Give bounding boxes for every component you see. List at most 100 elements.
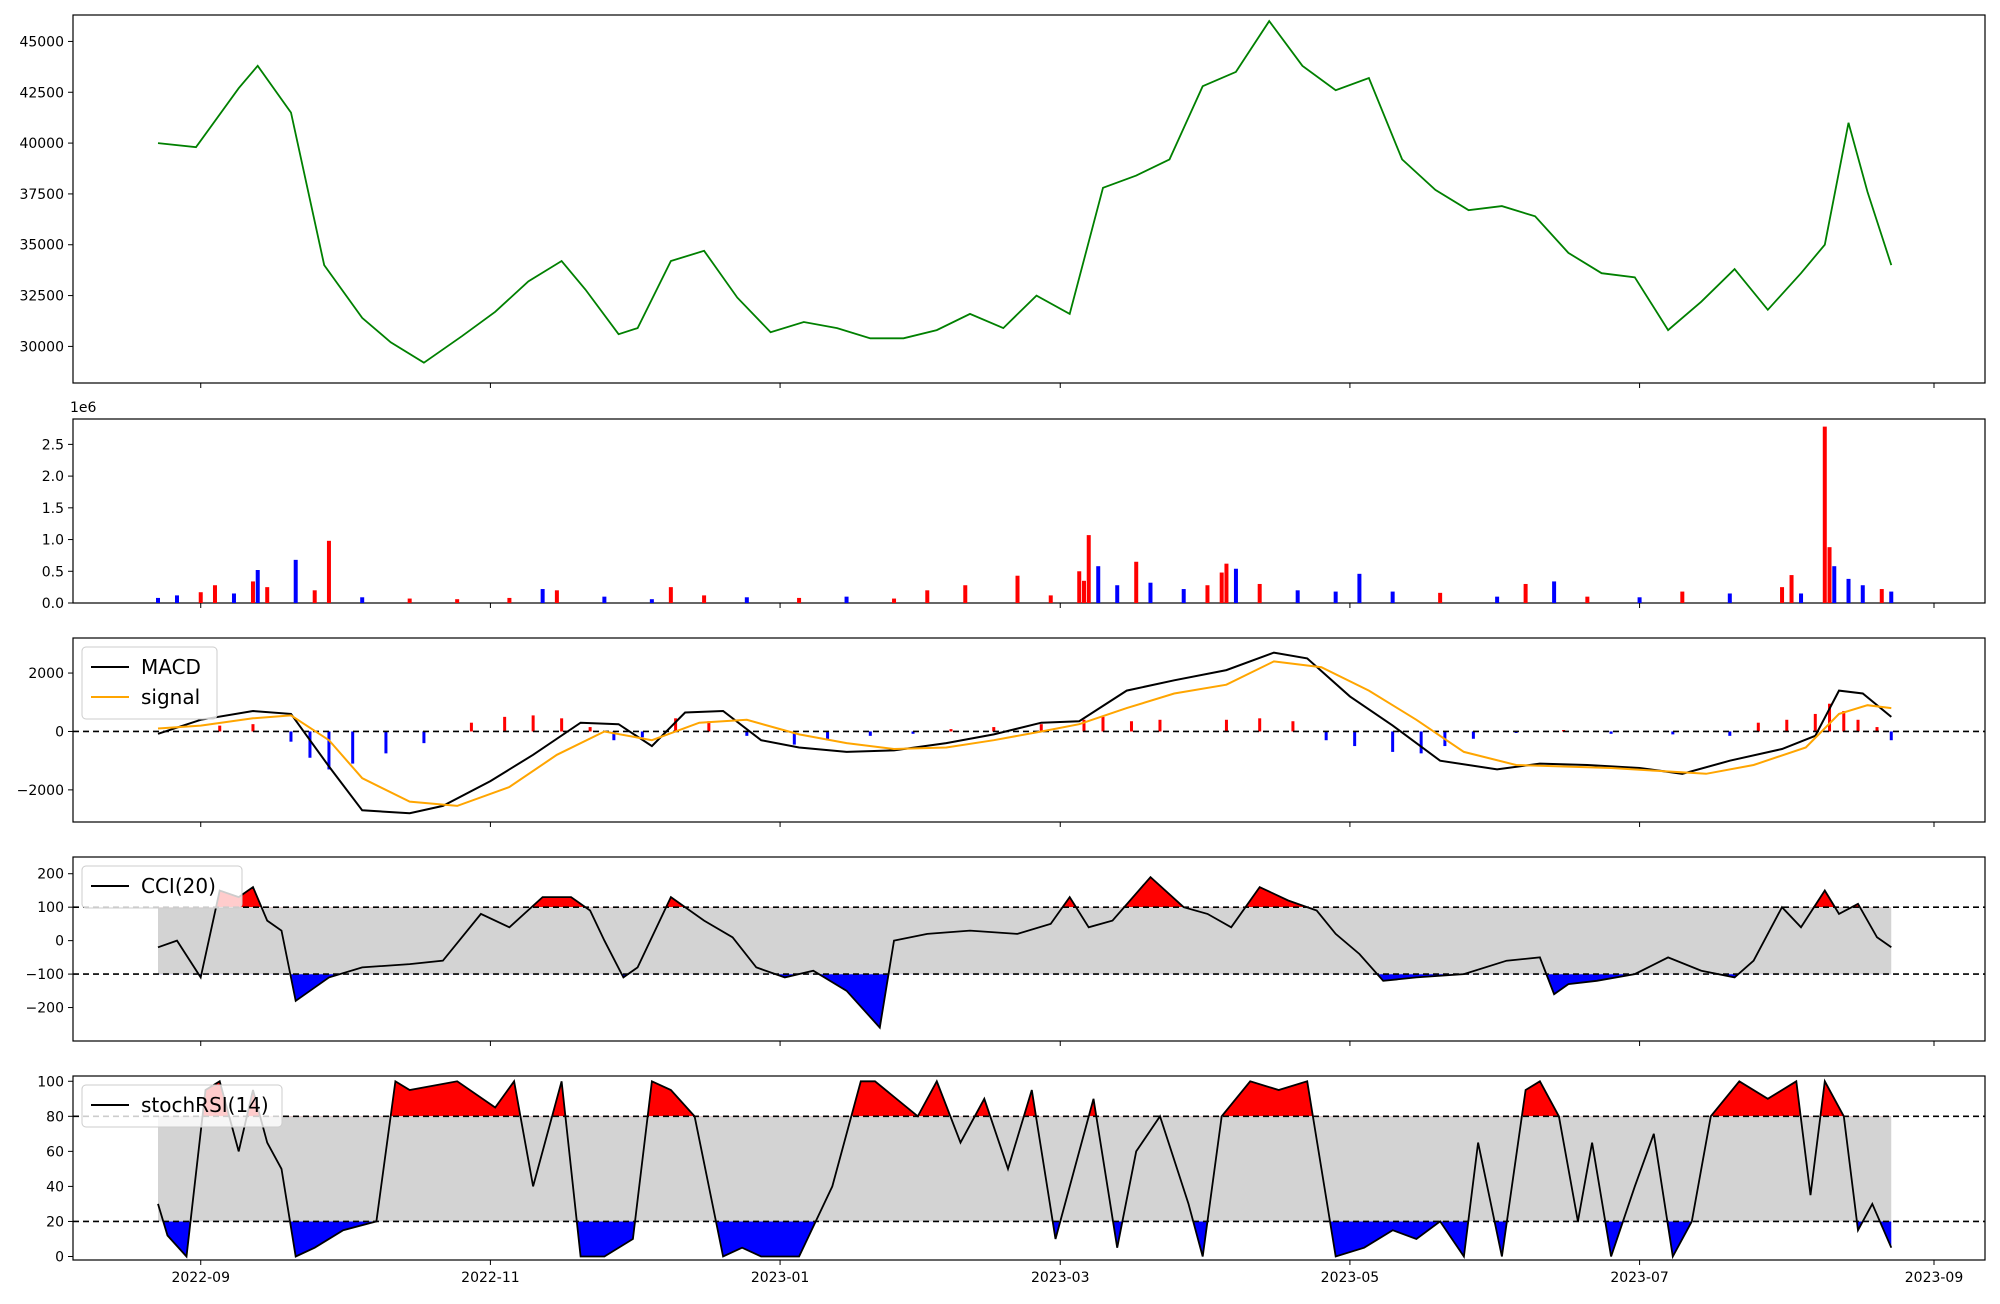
x-tick-label: 2023-05 bbox=[1321, 1270, 1380, 1286]
x-tick-label: 2023-07 bbox=[1610, 1270, 1669, 1286]
y-tick-label: 0.5 bbox=[42, 564, 64, 580]
volume-bar bbox=[1233, 568, 1238, 603]
volume-bar bbox=[212, 585, 217, 603]
macd-histogram-bar bbox=[469, 722, 473, 732]
y-tick-label: 0 bbox=[55, 724, 64, 740]
x-tick-label: 2023-01 bbox=[751, 1270, 810, 1286]
volume-bar bbox=[702, 595, 707, 603]
volume-bar bbox=[844, 596, 849, 603]
x-tick-label: 2022-11 bbox=[461, 1270, 520, 1286]
volume-bar bbox=[744, 597, 749, 603]
volume-bar bbox=[1357, 573, 1362, 603]
volume-bar bbox=[174, 595, 179, 603]
y-tick-label: 100 bbox=[37, 1074, 64, 1090]
price-line bbox=[157, 19, 1893, 364]
y-tick-label: 80 bbox=[46, 1109, 64, 1125]
macd-histogram-bar bbox=[1828, 703, 1832, 732]
panel-3-frame bbox=[72, 856, 1986, 1042]
volume-bar bbox=[1789, 575, 1794, 603]
macd-histogram-bar bbox=[1224, 719, 1228, 732]
macd-histogram-bar bbox=[707, 721, 711, 732]
volume-bar bbox=[1115, 585, 1120, 603]
volume-bar bbox=[1889, 591, 1894, 603]
macd-histogram-bar bbox=[949, 729, 953, 732]
volume-bar bbox=[1081, 580, 1086, 603]
volume-bar bbox=[1799, 593, 1804, 603]
macd-histogram-bar bbox=[1813, 713, 1817, 732]
legend-label: MACD bbox=[141, 655, 201, 679]
volume-bar bbox=[1148, 582, 1153, 603]
volume-bar bbox=[1048, 595, 1053, 603]
volume-bar bbox=[649, 599, 654, 603]
macd-histogram-bar bbox=[1158, 719, 1162, 732]
volume-bar bbox=[198, 592, 203, 603]
y-tick-label: 40000 bbox=[19, 136, 64, 152]
macd-histogram-bar bbox=[826, 731, 830, 741]
y-tick-label: 2000 bbox=[28, 666, 64, 682]
macd-histogram-bar bbox=[1671, 731, 1675, 735]
legend-label: signal bbox=[141, 685, 200, 709]
y-tick-label: 40 bbox=[46, 1179, 64, 1195]
x-tick-label: 2023-09 bbox=[1905, 1270, 1964, 1286]
volume-bar bbox=[892, 598, 897, 603]
macd-histogram-bar bbox=[327, 731, 331, 770]
volume-bar bbox=[1860, 585, 1865, 603]
y-tick-label: 60 bbox=[46, 1144, 64, 1160]
macd-histogram-bar bbox=[612, 731, 616, 741]
volume-bar bbox=[1523, 583, 1528, 603]
macd-histogram-bar bbox=[218, 725, 222, 732]
volume-bar bbox=[1015, 575, 1020, 603]
y-tick-label: −100 bbox=[26, 967, 64, 983]
volume-bar bbox=[507, 597, 512, 603]
macd-histogram-bar bbox=[1353, 731, 1357, 747]
macd-histogram-bar bbox=[1842, 711, 1846, 732]
series-line-macd bbox=[157, 651, 1892, 815]
macd-histogram-bar bbox=[792, 731, 796, 745]
volume-bar bbox=[1219, 572, 1224, 603]
macd-histogram-bar bbox=[1471, 731, 1475, 739]
volume-bar bbox=[602, 596, 607, 603]
volume-bar bbox=[797, 597, 802, 603]
y-tick-label: 42500 bbox=[19, 85, 64, 101]
y-tick-label: 1.5 bbox=[42, 501, 64, 517]
y-tick-label: 200 bbox=[37, 867, 64, 883]
volume-bar bbox=[1495, 596, 1500, 603]
panel-0-frame bbox=[72, 14, 1986, 384]
macd-histogram-bar bbox=[1756, 722, 1760, 732]
y-tick-label: 2.5 bbox=[42, 437, 64, 453]
volume-bar bbox=[554, 590, 559, 603]
y-tick-label: 30000 bbox=[19, 339, 64, 355]
volume-bar bbox=[1585, 596, 1590, 603]
panel-4-frame bbox=[72, 1075, 1986, 1261]
macd-histogram-bar bbox=[640, 731, 644, 738]
x-tick-label: 2022-09 bbox=[171, 1270, 230, 1286]
axis-scale-label: 1e6 bbox=[70, 400, 97, 416]
macd-histogram-bar bbox=[1889, 731, 1893, 741]
volume-bar bbox=[1637, 597, 1642, 603]
macd-histogram-bar bbox=[1258, 718, 1262, 732]
macd-histogram-bar bbox=[422, 731, 426, 744]
volume-bar bbox=[231, 593, 236, 603]
neutral-band bbox=[158, 907, 1892, 975]
macd-histogram-bar bbox=[1728, 731, 1732, 736]
macd-histogram-bar bbox=[745, 731, 749, 736]
y-tick-label: 37500 bbox=[19, 187, 64, 203]
y-tick-label: 35000 bbox=[19, 238, 64, 254]
volume-bar bbox=[1134, 561, 1139, 603]
macd-histogram-bar bbox=[560, 718, 564, 732]
volume-bar bbox=[293, 559, 298, 603]
macd-histogram-bar bbox=[1324, 731, 1328, 741]
panel-1-frame bbox=[72, 418, 1986, 604]
volume-bar bbox=[1552, 581, 1557, 603]
macd-histogram-bar bbox=[911, 731, 915, 734]
y-tick-label: −2000 bbox=[17, 783, 64, 799]
macd-histogram-bar bbox=[503, 716, 507, 732]
y-tick-label: 32500 bbox=[19, 289, 64, 305]
macd-histogram-bar bbox=[992, 727, 996, 732]
x-tick-label: 2023-03 bbox=[1031, 1270, 1090, 1286]
legend-box bbox=[81, 865, 243, 909]
volume-bar bbox=[540, 589, 545, 603]
volume-bar bbox=[1827, 547, 1832, 603]
volume-bar bbox=[1205, 585, 1210, 603]
